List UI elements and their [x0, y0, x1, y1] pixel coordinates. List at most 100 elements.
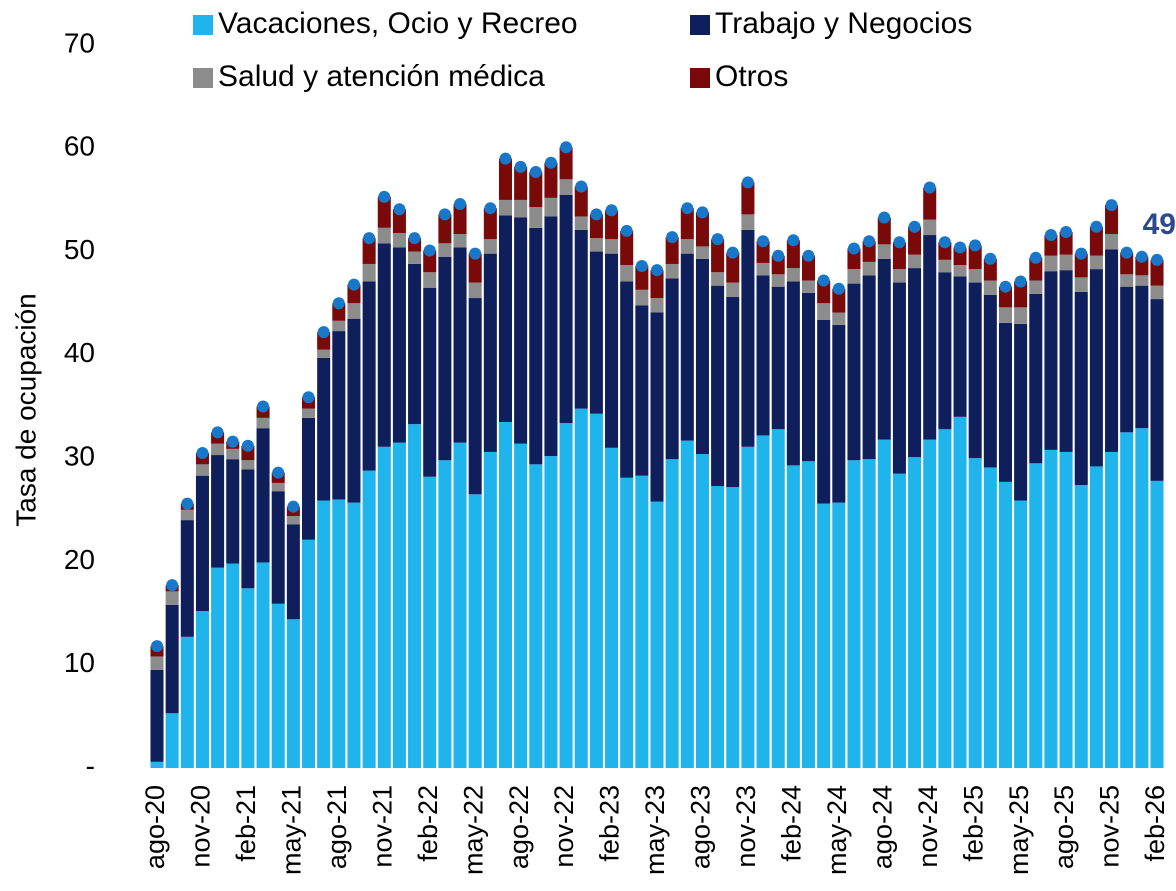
bar-segment — [589, 238, 603, 252]
total-dot — [787, 234, 800, 247]
bar-segment — [165, 591, 179, 605]
bar-segment — [271, 603, 285, 768]
bar-segment — [423, 250, 437, 273]
total-dot — [332, 297, 345, 310]
bar-segment — [1044, 271, 1058, 450]
bar-segment — [862, 275, 876, 460]
bar-segment — [347, 318, 361, 503]
bar-segment — [377, 446, 391, 768]
legend-swatch — [193, 15, 213, 35]
bar-segment — [1150, 480, 1164, 768]
bar-segment — [226, 563, 240, 768]
total-dot — [1135, 250, 1148, 263]
bar-segment — [847, 248, 861, 270]
bar-segment — [1044, 255, 1058, 272]
bar-segment — [665, 278, 679, 460]
bar-segment — [1014, 500, 1028, 768]
bar-segment — [892, 242, 906, 270]
bar-segment — [468, 494, 482, 768]
bar-segment — [286, 515, 300, 525]
x-tick-label: ago-22 — [504, 785, 534, 869]
y-tick-label: 60 — [64, 131, 95, 162]
bar-segment — [1150, 259, 1164, 286]
bar-segment — [847, 283, 861, 461]
total-dot — [1075, 247, 1088, 260]
total-dot — [590, 208, 603, 221]
bar-segment — [226, 448, 240, 460]
bar-segment — [665, 263, 679, 279]
bar-segment — [1120, 432, 1134, 768]
x-tick-label: may-25 — [1004, 785, 1034, 875]
bar-segment — [665, 237, 679, 264]
bar-segment — [605, 447, 619, 768]
bar-segment — [862, 241, 876, 262]
bar-segment — [180, 509, 194, 521]
bar-segment — [983, 467, 997, 768]
bar-segment — [514, 443, 528, 768]
bar-segment — [1089, 226, 1103, 256]
bar-segment — [832, 312, 846, 325]
total-dot — [529, 166, 542, 179]
bar-segment — [832, 324, 846, 503]
x-tick-label: ago-21 — [322, 785, 352, 869]
total-dot — [226, 435, 239, 448]
bar-segment — [150, 761, 164, 768]
bar-segment — [332, 331, 346, 500]
bar-segment — [635, 289, 649, 306]
bar-segment — [1044, 449, 1058, 768]
bar-segment — [998, 307, 1012, 323]
bar-segment — [953, 276, 967, 417]
bar-segment — [968, 269, 982, 283]
total-dot — [757, 235, 770, 248]
bar-segment — [877, 258, 891, 440]
bar-segment — [1135, 428, 1149, 768]
total-dot — [560, 141, 573, 154]
total-dot — [605, 204, 618, 217]
bar-segment — [741, 214, 755, 230]
bar-segment — [589, 214, 603, 239]
x-tick-label: feb-25 — [958, 785, 988, 862]
bar-segment — [211, 443, 225, 456]
y-tick-label: 30 — [64, 441, 95, 472]
bar-segment — [1014, 323, 1028, 501]
total-dot — [544, 156, 557, 169]
bar-segment — [908, 226, 922, 255]
bar-segment — [620, 281, 634, 478]
bar-segment — [983, 294, 997, 468]
bar-segment — [1059, 270, 1073, 452]
total-dot — [211, 426, 224, 439]
total-dot — [696, 206, 709, 219]
total-dot — [878, 211, 891, 224]
total-dot — [1090, 220, 1103, 233]
bar-segment — [695, 212, 709, 247]
bar-segment — [817, 303, 831, 320]
bar-segment — [317, 500, 331, 768]
bar-segment — [998, 286, 1012, 308]
x-tick-label: nov-22 — [549, 785, 579, 868]
total-dot — [317, 326, 330, 339]
bar-segment — [968, 458, 982, 768]
bar-segment — [665, 459, 679, 768]
bar-segment — [1059, 231, 1073, 255]
bar-segment — [317, 349, 331, 358]
bar-segment — [392, 442, 406, 768]
bar-segment — [529, 227, 543, 465]
bar-segment — [802, 280, 816, 293]
bar-segment — [1014, 307, 1028, 324]
bar-segment — [574, 216, 588, 230]
total-dot — [438, 208, 451, 221]
total-dot — [817, 274, 830, 287]
bar-segment — [1014, 281, 1028, 308]
bar-segment — [392, 247, 406, 443]
legend-label: Vacaciones, Ocio y Recreo — [218, 7, 578, 40]
bar-segment — [574, 229, 588, 409]
legend-swatch — [193, 68, 213, 88]
bar-segment — [605, 253, 619, 448]
bar-segment — [832, 502, 846, 768]
y-tick-label: 70 — [64, 27, 95, 58]
bar-segment — [1089, 255, 1103, 270]
x-tick-label: ago-23 — [686, 785, 716, 869]
x-tick-label: may-23 — [640, 785, 670, 875]
total-dot — [938, 236, 951, 249]
bar-segment — [468, 253, 482, 283]
